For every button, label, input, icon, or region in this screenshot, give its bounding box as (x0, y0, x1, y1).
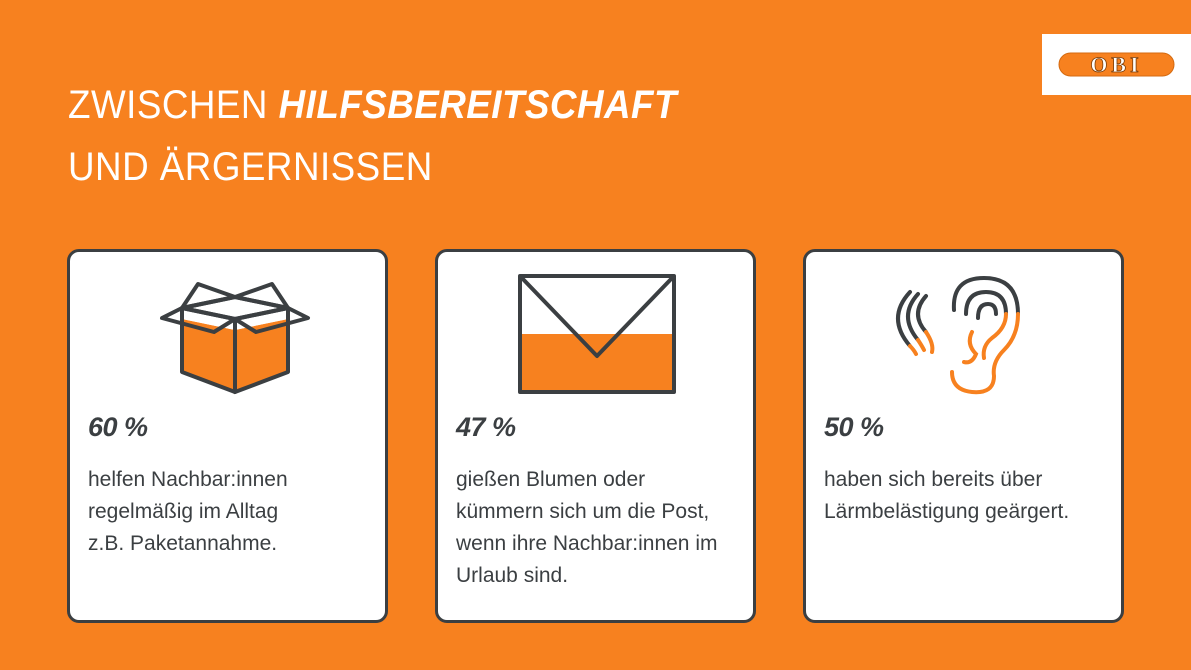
stat-percent: 47 % (456, 412, 516, 442)
stat-description-line: kümmern sich um die Post, (456, 500, 710, 523)
stat-description: haben sich bereits über Lärmbelästigung … (824, 464, 1114, 528)
stat-description: gießen Blumen oder kümmern sich um die P… (456, 464, 746, 592)
stat-card-paket: 60 % helfen Nachbar:innen regelmäßig im … (67, 249, 388, 623)
stat-description-line: Lärmbelästigung geärgert. (824, 500, 1070, 523)
logo-text: OBI (1090, 52, 1142, 77)
stat-description-line: helfen Nachbar:innen (88, 468, 288, 491)
page-title: ZWISCHEN HILFSBEREITSCHAFT UND ÄRGERNISS… (68, 74, 677, 198)
title-line-2: UND ÄRGERNISSEN (68, 145, 433, 189)
title-bold: HILFSBEREITSCHAFT (278, 83, 677, 127)
title-regular: ZWISCHEN (68, 83, 279, 127)
ear-icon (896, 275, 1020, 395)
stat-description-line: z.B. Paketannahme. (88, 532, 278, 555)
stat-description-line: Urlaub sind. (456, 564, 569, 587)
box-icon (160, 282, 310, 394)
stat-description-line: gießen Blumen oder (456, 468, 646, 491)
stat-card-post: 47 % gießen Blumen oder kümmern sich um … (435, 249, 756, 623)
obi-logo: OBI (1042, 34, 1191, 95)
title-line-1: ZWISCHEN HILFSBEREITSCHAFT (68, 74, 677, 136)
obi-logo-mark: OBI (1058, 52, 1175, 77)
stat-percent: 50 % (824, 412, 884, 442)
stat-card-laerm: 50 % haben sich bereits über Lärmbelästi… (803, 249, 1124, 623)
envelope-icon (518, 274, 676, 394)
stat-percent: 60 % (88, 412, 148, 442)
stat-description: helfen Nachbar:innen regelmäßig im Allta… (88, 464, 378, 560)
stat-description-line: haben sich bereits über (824, 468, 1043, 491)
stat-description-line: regelmäßig im Alltag (88, 500, 279, 523)
stat-description-line: wenn ihre Nachbar:innen im (456, 532, 718, 555)
